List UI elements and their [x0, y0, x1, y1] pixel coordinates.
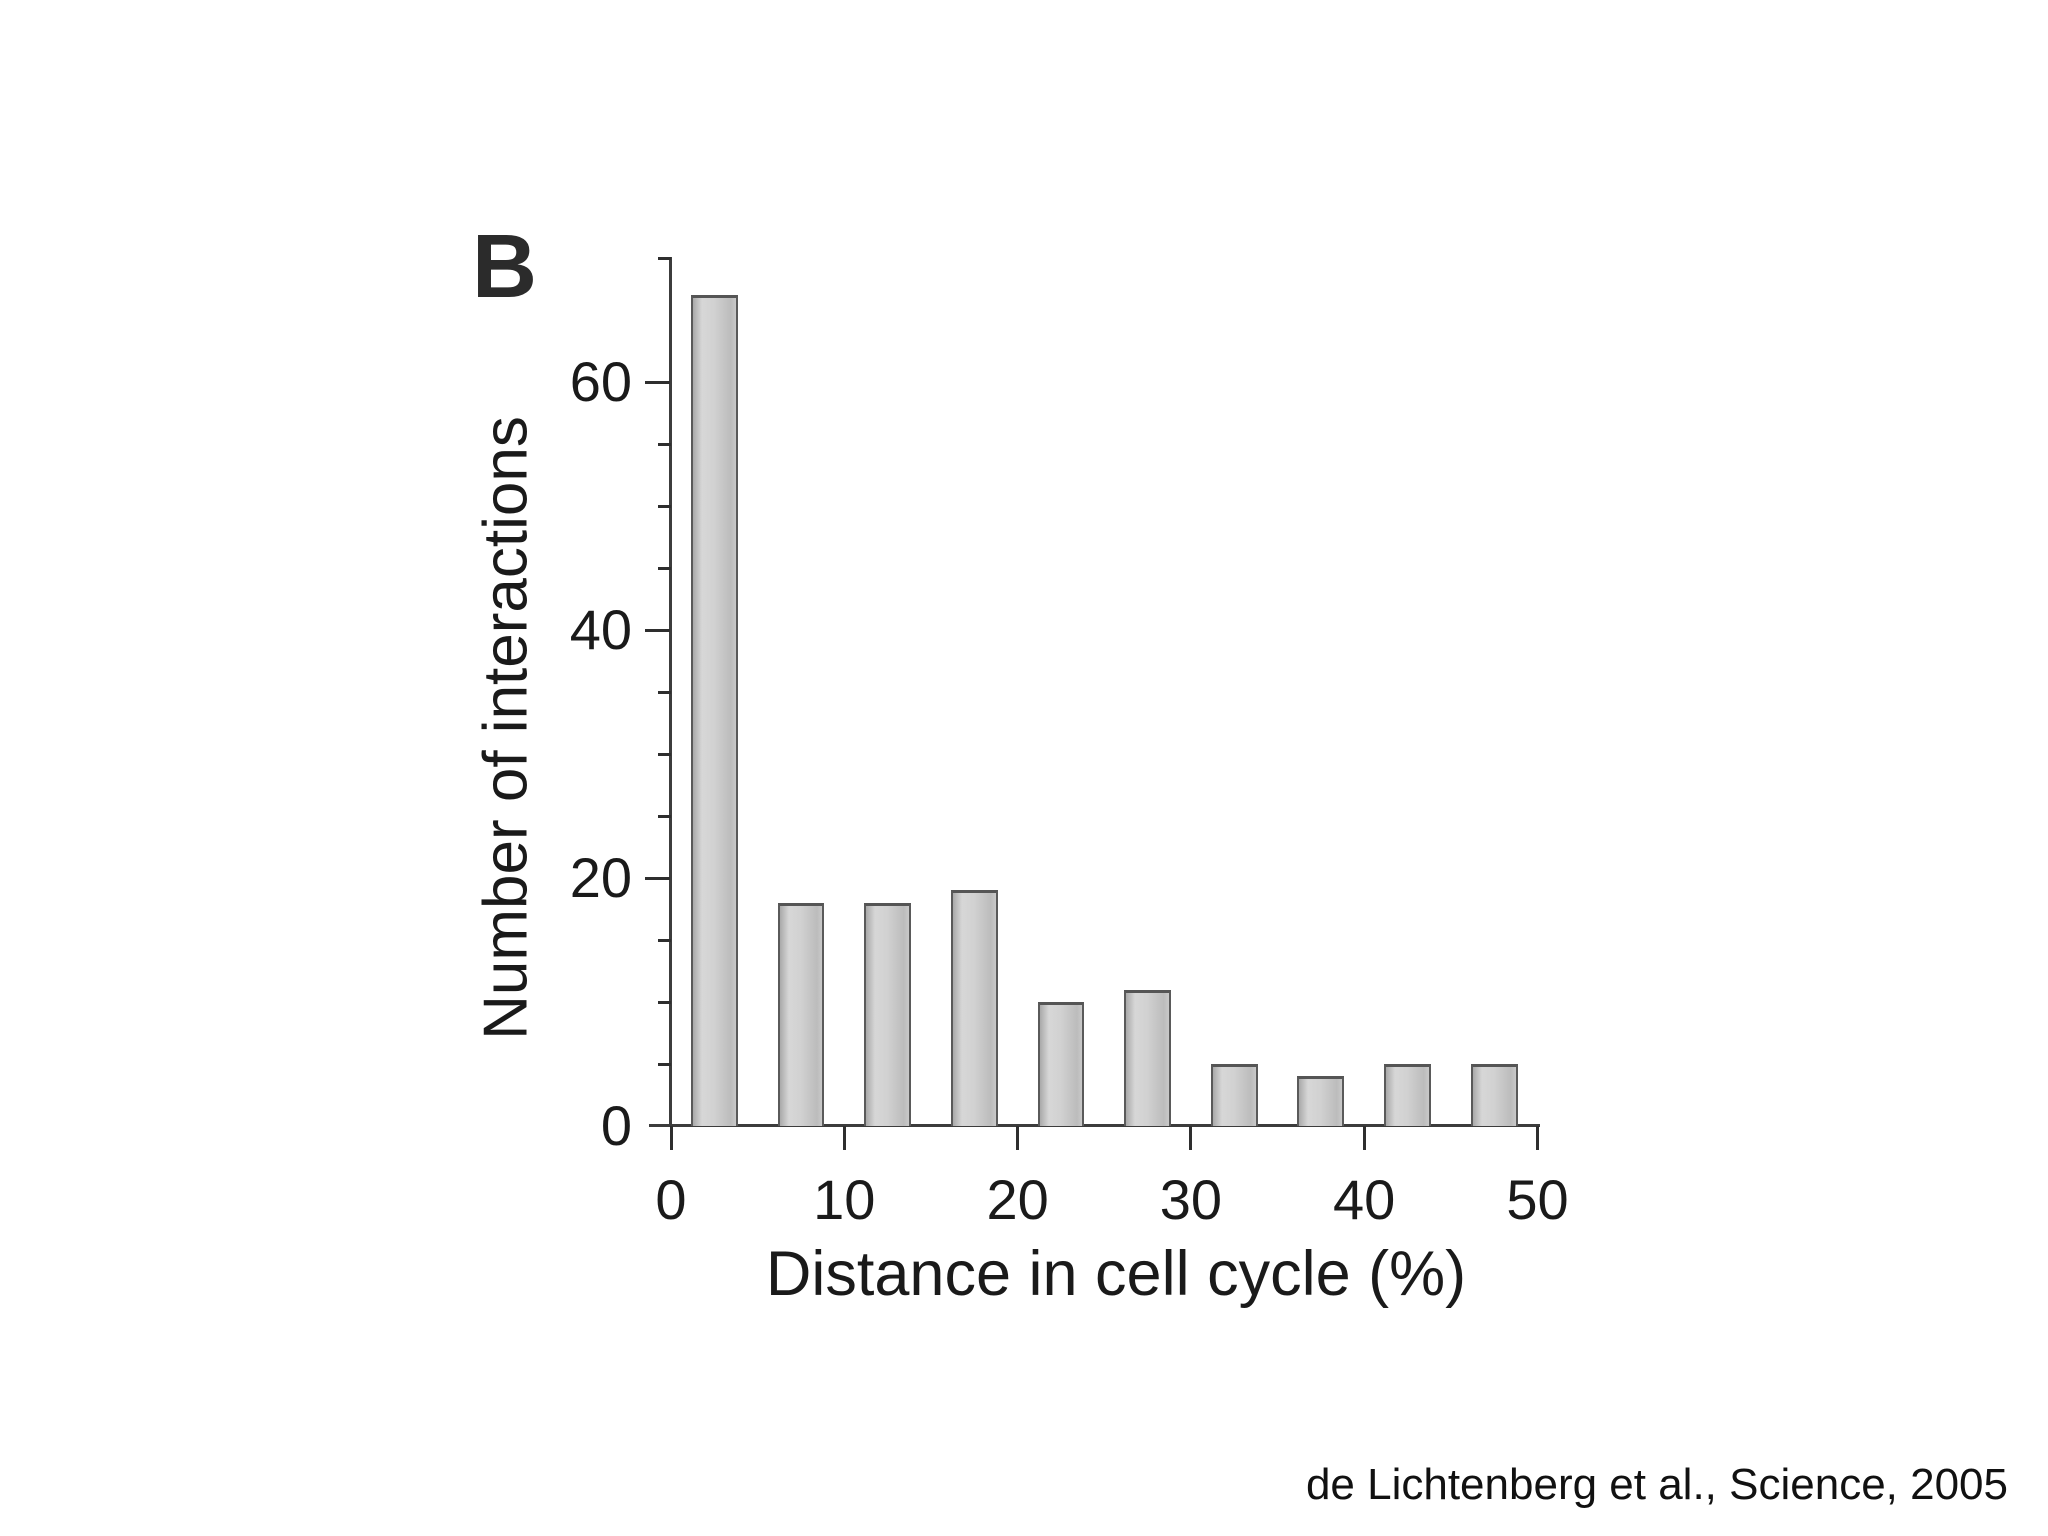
- x-axis-tick-label: 50: [1506, 1168, 1569, 1231]
- x-axis-line: [649, 1124, 1540, 1127]
- y-axis-minor-tick: [658, 938, 671, 942]
- x-axis-tick-label: 40: [1333, 1168, 1396, 1231]
- y-axis-major-tick: [645, 876, 670, 880]
- y-axis-minor-tick: [658, 1000, 671, 1004]
- x-axis-tick: [1189, 1126, 1193, 1150]
- x-axis-tick: [842, 1126, 846, 1150]
- x-axis-tick: [1362, 1126, 1366, 1150]
- bar: [864, 902, 911, 1126]
- x-axis-tick: [669, 1126, 673, 1150]
- bar: [1037, 1002, 1085, 1126]
- y-axis-major-tick: [645, 628, 670, 632]
- y-axis-minor-tick: [658, 814, 671, 818]
- x-axis-tick-label: 30: [1159, 1168, 1223, 1231]
- y-axis-tick-label: 60: [569, 350, 632, 413]
- panel-label-b: B: [472, 217, 537, 317]
- y-axis-title: Number of interactions: [471, 416, 541, 1040]
- x-axis-tick-label: 0: [655, 1168, 687, 1231]
- y-axis-tick-label: 20: [569, 846, 632, 909]
- x-axis-title: Distance in cell cycle (%): [765, 1239, 1467, 1309]
- bar: [1297, 1076, 1345, 1126]
- citation-text: de Lichtenberg et al., Science, 2005: [1305, 1460, 2008, 1509]
- bar: [777, 902, 825, 1126]
- x-axis-tick-label: 20: [986, 1168, 1049, 1231]
- y-axis-major-tick: [645, 380, 670, 384]
- y-axis-minor-tick: [658, 442, 671, 446]
- y-axis-minor-tick: [658, 504, 671, 508]
- y-axis-tick-label: 40: [569, 598, 632, 661]
- bar: [1124, 989, 1171, 1126]
- x-axis-tick: [1536, 1126, 1539, 1150]
- y-axis-tick-label: 0: [600, 1094, 632, 1157]
- y-axis-minor-tick: [658, 690, 671, 694]
- bar: [690, 295, 738, 1126]
- y-axis-minor-tick: [658, 752, 671, 756]
- y-axis-minor-tick: [658, 256, 671, 260]
- y-axis-minor-tick: [658, 1062, 671, 1066]
- bar: [1470, 1064, 1518, 1126]
- bar: [950, 890, 998, 1126]
- bar: [1384, 1064, 1431, 1126]
- x-axis-tick: [1016, 1126, 1020, 1150]
- bar: [1210, 1064, 1258, 1126]
- y-axis-minor-tick: [658, 566, 671, 570]
- x-axis-tick-label: 10: [813, 1168, 876, 1231]
